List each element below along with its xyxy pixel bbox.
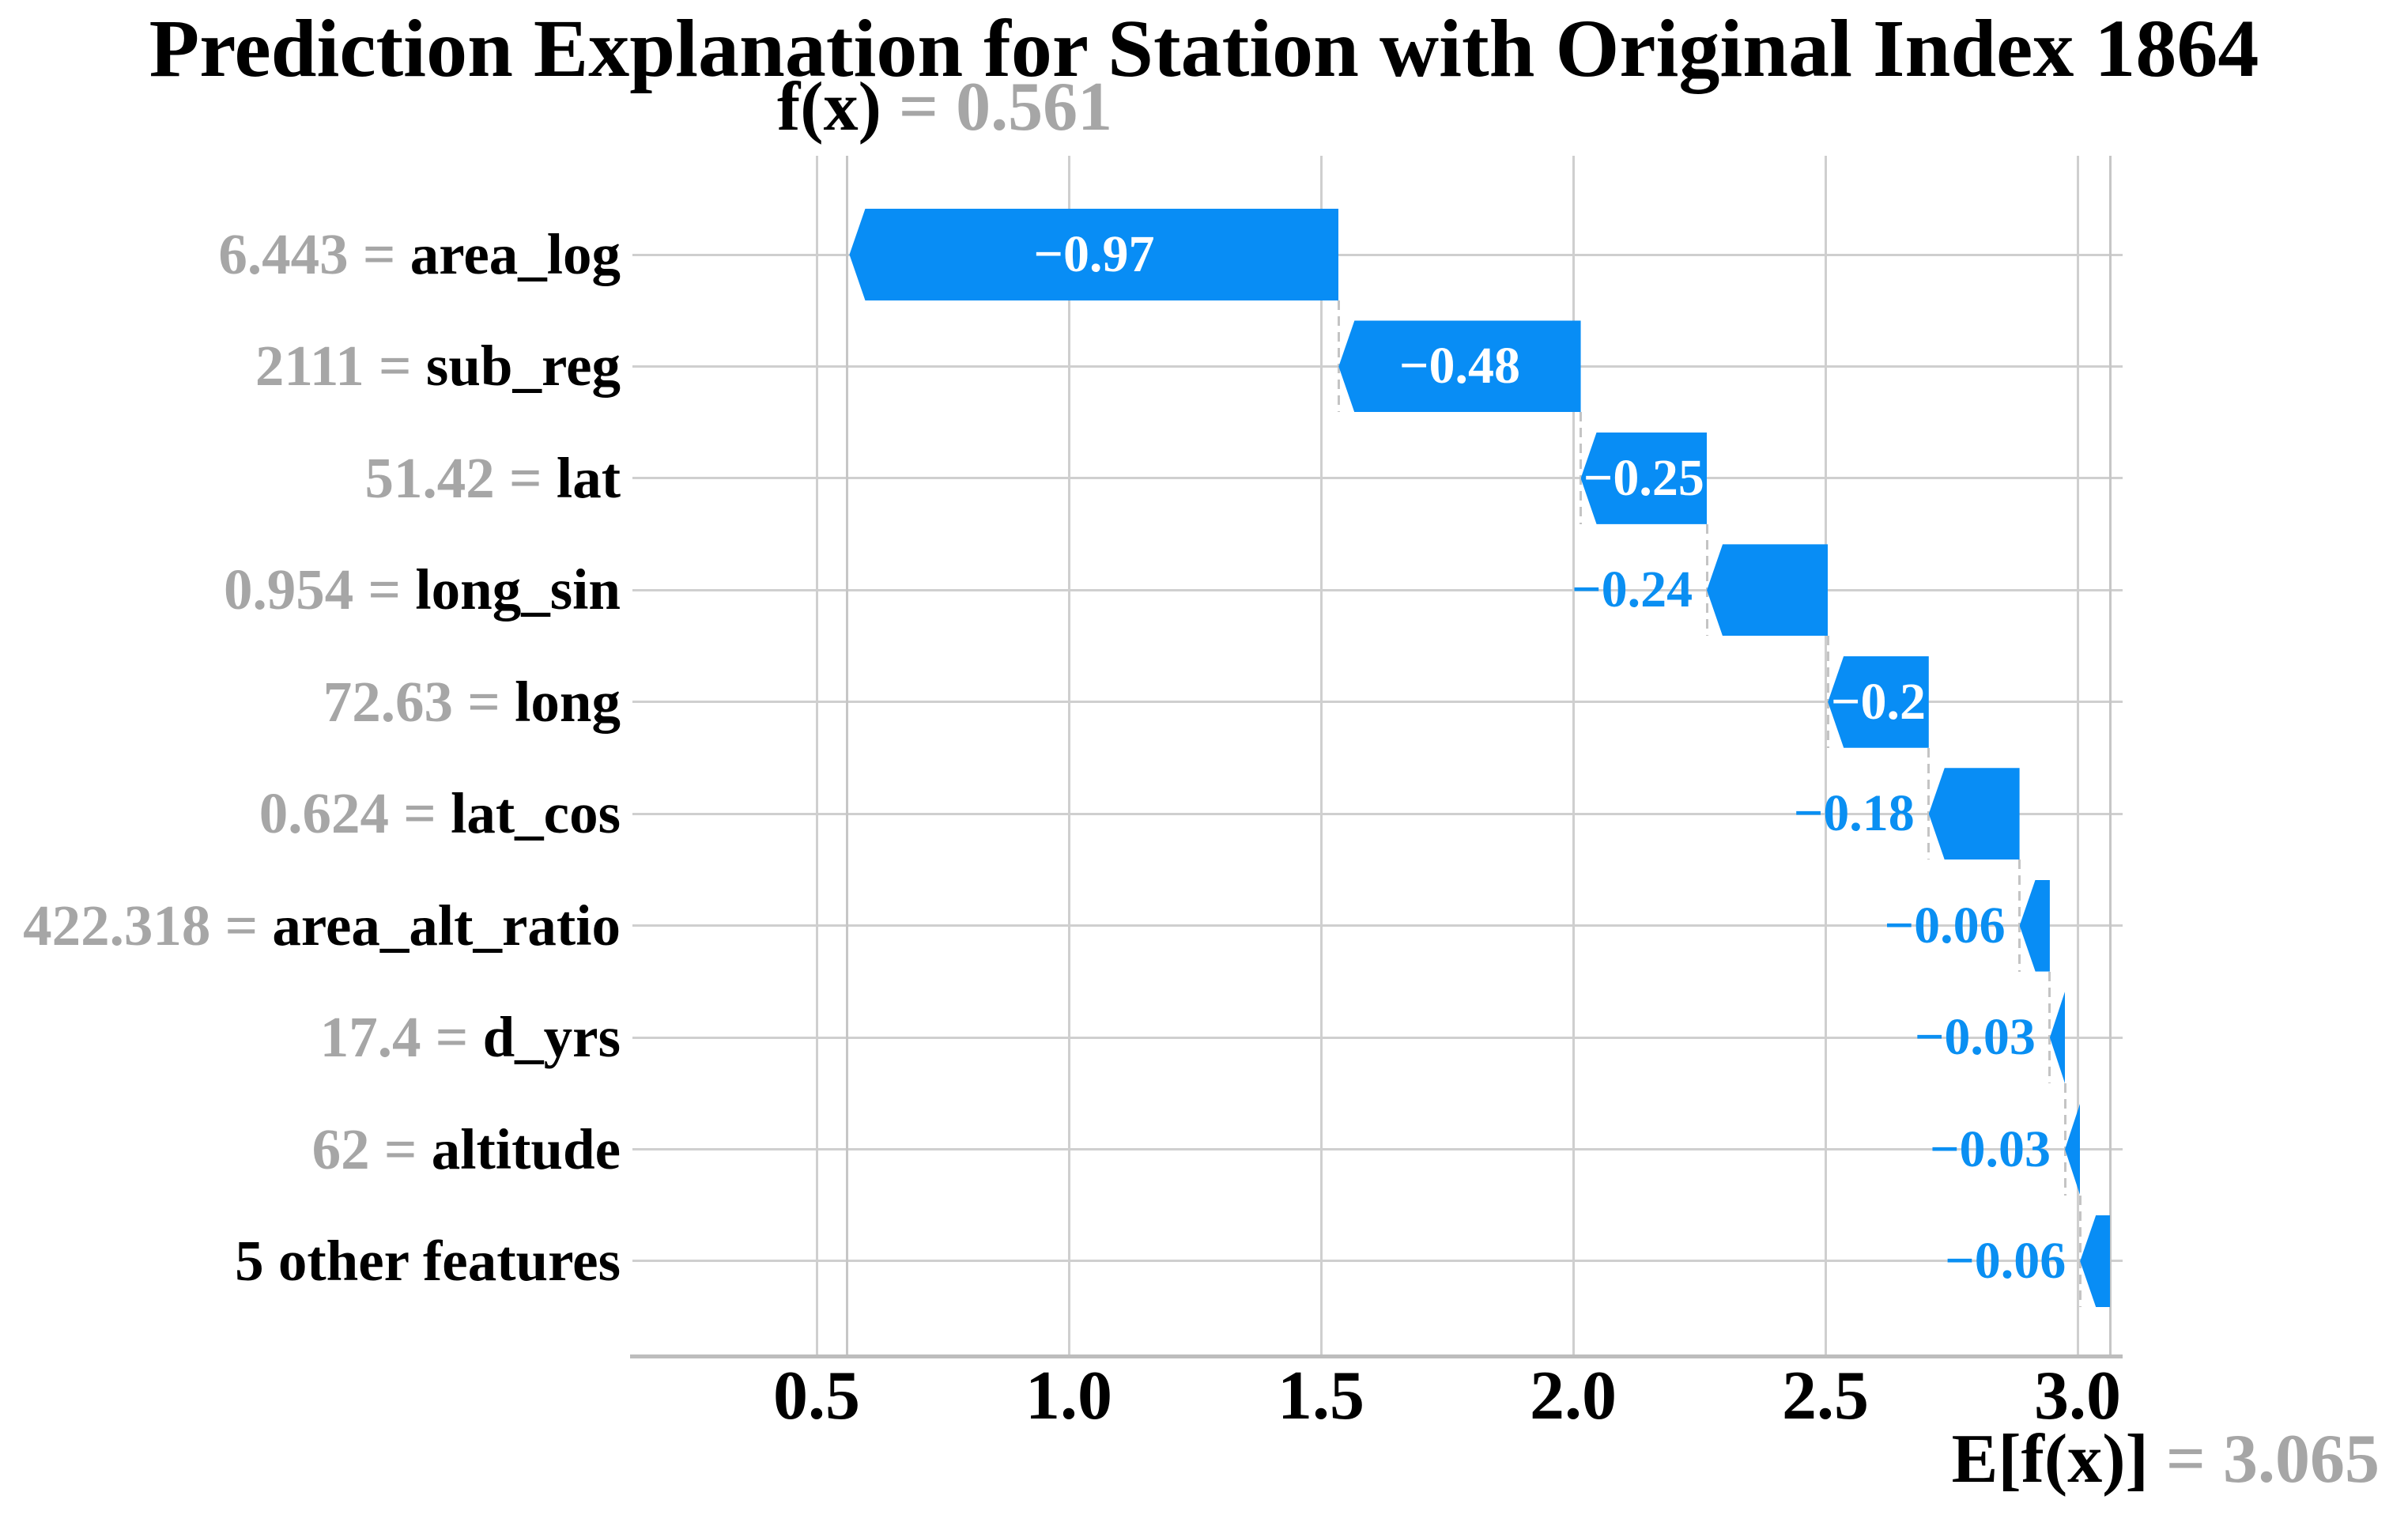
- waterfall-connector: [2048, 971, 2051, 1084]
- waterfall-bar-5-other-features: [2080, 1215, 2111, 1307]
- x-axis-line: [630, 1354, 2123, 1358]
- bar-value-label: −0.48: [1398, 337, 1520, 395]
- feature-value: 72.63 =: [323, 669, 515, 734]
- waterfall-bar-long_sin: [1707, 544, 1829, 637]
- gridline-x-2.0: [1572, 156, 1575, 1356]
- x-tick-label: 2.0: [1530, 1358, 1617, 1434]
- row-gridline: [632, 588, 2123, 591]
- gridline-x-2.5: [1824, 156, 1827, 1356]
- gridline-x-1.0: [1067, 156, 1070, 1356]
- feature-label-lat: 51.42 = lat: [365, 443, 621, 514]
- bar-value-label: −0.03: [1914, 1008, 2036, 1067]
- waterfall-connector: [1927, 747, 1931, 860]
- row-gridline: [632, 253, 2123, 256]
- row-gridline: [632, 1260, 2123, 1263]
- waterfall-bar-long: −0.2: [1828, 655, 1929, 748]
- x-tick-label: 1.0: [1025, 1358, 1112, 1434]
- efx-annotation: E[f(x)] = 3.065: [1951, 1421, 2380, 1498]
- feature-label-long: 72.63 = long: [323, 667, 621, 738]
- feature-value: 0.954 =: [223, 557, 416, 622]
- waterfall-bar-altitude: [2065, 1103, 2081, 1196]
- waterfall-bar-sub_reg: −0.48: [1338, 320, 1581, 413]
- feature-label-long_sin: 0.954 = long_sin: [224, 554, 621, 625]
- row-gridline: [632, 701, 2123, 704]
- row-gridline: [632, 1148, 2123, 1151]
- feature-name: sub_reg: [425, 334, 621, 399]
- feature-value: 17.4 =: [319, 1005, 483, 1070]
- waterfall-bar-lat: −0.25: [1580, 432, 1708, 524]
- waterfall-connector: [2018, 860, 2021, 972]
- feature-label-sub_reg: 2111 = sub_reg: [255, 331, 621, 402]
- row-gridline: [632, 1036, 2123, 1039]
- x-tick-label: 1.5: [1278, 1358, 1364, 1434]
- efx-annotation-name: E[f(x)]: [1951, 1421, 2149, 1498]
- feature-name: lat_cos: [451, 781, 621, 846]
- efx-annotation-value: = 3.065: [2148, 1421, 2380, 1498]
- fx-annotation-value: = 0.561: [881, 69, 1113, 145]
- bar-value-label: −0.06: [1884, 896, 2006, 954]
- feature-name: d_yrs: [482, 1005, 621, 1070]
- waterfall-connector: [1705, 523, 1708, 637]
- feature-label-altitude: 62 = altitude: [312, 1114, 621, 1185]
- waterfall-bar-d_yrs: [2049, 992, 2066, 1084]
- waterfall-connector: [1826, 636, 1829, 748]
- feature-value: 2111 =: [255, 334, 426, 399]
- row-gridline: [632, 812, 2123, 815]
- waterfall-connector: [2078, 1195, 2082, 1307]
- feature-name: long: [515, 669, 621, 734]
- feature-value: 51.42 =: [364, 445, 557, 510]
- waterfall-connector: [1580, 412, 1583, 524]
- feature-label-area_alt_ratio: 422.318 = area_alt_ratio: [23, 890, 621, 962]
- waterfall-connector: [2063, 1083, 2066, 1196]
- feature-value: 422.318 =: [23, 893, 273, 958]
- feature-name: lat: [556, 445, 621, 510]
- gridline-x-0.5: [815, 156, 818, 1356]
- waterfall-bar-area_log: −0.97: [849, 209, 1339, 300]
- feature-label-lat_cos: 0.624 = lat_cos: [259, 778, 621, 849]
- bar-value-label: −0.25: [1583, 448, 1704, 507]
- row-gridline: [632, 924, 2123, 928]
- bar-value-label: −0.18: [1793, 784, 1915, 843]
- fx-annotation: f(x) = 0.561: [777, 69, 1113, 146]
- x-tick-label: 2.5: [1782, 1358, 1869, 1434]
- feature-name: 5 other features: [235, 1228, 621, 1293]
- waterfall-bar-lat_cos: [1928, 768, 2020, 860]
- feature-label-d_yrs: 17.4 = d_yrs: [320, 1002, 621, 1073]
- feature-name: altitude: [431, 1116, 621, 1181]
- fx-annotation-name: f(x): [777, 69, 881, 145]
- feature-value: 0.624 =: [259, 781, 451, 846]
- efx-reference-line: [2108, 156, 2112, 1356]
- feature-value: 62 =: [311, 1116, 432, 1181]
- bar-value-label: −0.97: [1033, 225, 1155, 283]
- bar-value-label: −0.24: [1571, 561, 1693, 619]
- gridline-x-3.0: [2076, 156, 2079, 1356]
- waterfall-bar-area_alt_ratio: [2019, 879, 2050, 972]
- feature-label-5-other-features: 5 other features: [235, 1226, 621, 1297]
- fx-reference-line: [846, 156, 849, 1356]
- feature-label-area_log: 6.443 = area_log: [218, 219, 621, 290]
- gridline-x-1.5: [1319, 156, 1323, 1356]
- feature-name: area_log: [410, 222, 621, 286]
- x-tick-label: 3.0: [2034, 1358, 2121, 1434]
- x-tick-label: 0.5: [773, 1358, 860, 1434]
- feature-value: 6.443 =: [218, 222, 410, 286]
- feature-name: long_sin: [415, 557, 621, 622]
- row-gridline: [632, 477, 2123, 480]
- bar-value-label: −0.03: [1929, 1120, 2051, 1178]
- bar-value-label: −0.06: [1945, 1231, 2066, 1290]
- bar-value-label: −0.2: [1830, 672, 1927, 731]
- chart-title: Prediction Explanation for Station with …: [149, 3, 2259, 94]
- feature-name: area_alt_ratio: [272, 893, 621, 958]
- waterfall-connector: [1337, 300, 1340, 413]
